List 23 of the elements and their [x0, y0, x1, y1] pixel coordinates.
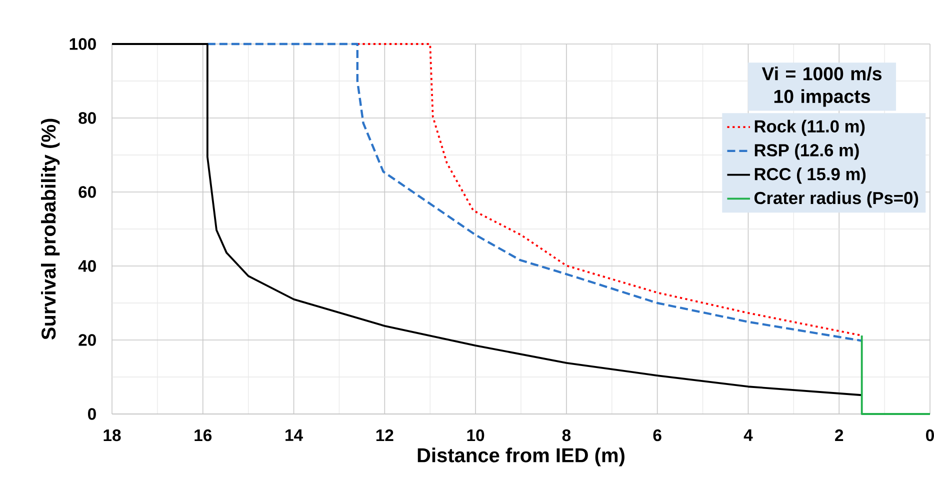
legend-title: Vi = 1000 m/s 10 impacts [762, 66, 882, 107]
x-axis-title: Distance from IED (m) [418, 448, 624, 466]
x-tick-label: 10 [467, 429, 484, 442]
x-tick-label: 18 [104, 429, 121, 442]
y-tick-label: 40 [78, 260, 96, 272]
x-tick-label: 4 [744, 429, 753, 441]
x-tick-label: 12 [376, 429, 394, 442]
y-tick-label: 100 [70, 38, 96, 50]
y-tick-label: 60 [78, 186, 96, 198]
y-axis-title: Survival probability (%) [41, 118, 60, 340]
x-tick-label: 2 [835, 429, 844, 442]
legend-label: RSP (12.6 m) [754, 144, 859, 160]
y-tick-label: 0 [88, 408, 96, 420]
x-tick-label: 0 [926, 429, 934, 442]
y-tick-label: 20 [78, 334, 96, 346]
y-tick-label: 80 [78, 112, 96, 124]
x-tick-label: 8 [562, 429, 571, 442]
legend-label: RCC ( 15.9 m) [754, 168, 866, 184]
x-tick-label: 14 [286, 429, 303, 441]
legend-label: Crater radius (Ps=0) [754, 191, 918, 208]
x-tick-label: 16 [194, 429, 212, 442]
legend-label: Rock (11.0 m) [754, 120, 865, 136]
x-tick-label: 6 [653, 429, 662, 442]
